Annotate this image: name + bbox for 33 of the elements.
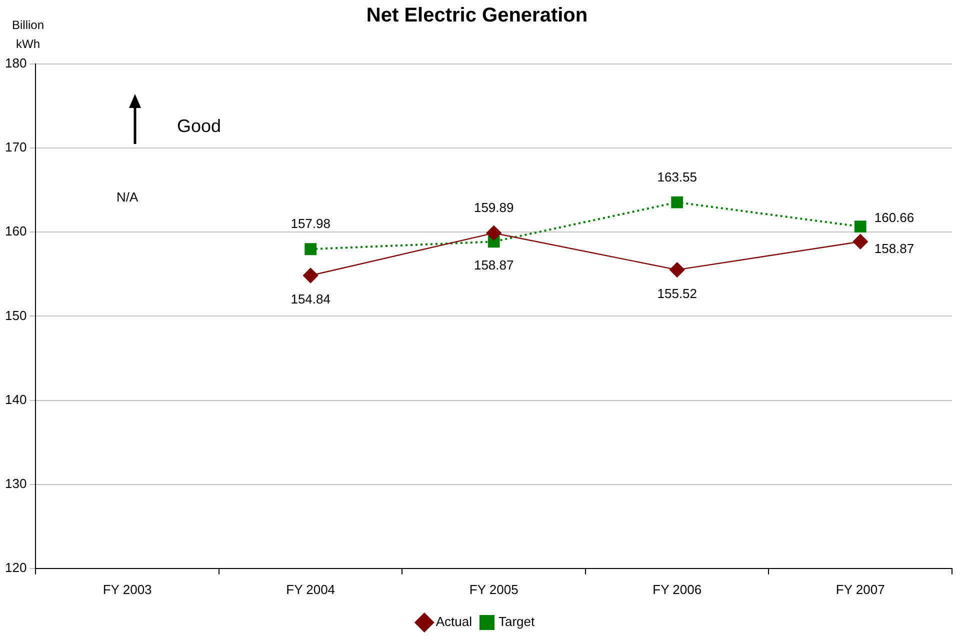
annotation: Good <box>177 116 222 136</box>
legend-label: Actual <box>436 614 472 630</box>
y-axis-title: Billion kWh <box>10 17 45 53</box>
x-tick-label: FY 2005 <box>469 582 518 597</box>
data-label: 157.98 <box>290 216 330 232</box>
y-tick-label: 130 <box>4 476 27 491</box>
data-label: 158.87 <box>874 241 914 256</box>
point <box>304 243 317 256</box>
data-label: 163.55 <box>657 169 697 184</box>
x-tick-label: FY 2007 <box>836 582 885 597</box>
annotation: N/A <box>116 190 138 205</box>
point <box>671 196 684 208</box>
x-tick-label: FY 2004 <box>286 582 336 597</box>
y-tick-label: 150 <box>4 308 27 323</box>
x-tick-label: FY 2003 <box>102 582 152 597</box>
y-tick-label: 180 <box>4 56 27 71</box>
point <box>852 234 868 250</box>
y-tick-label: 140 <box>4 392 27 407</box>
chart-title: Net Electric Generation <box>366 4 588 27</box>
point <box>302 268 318 284</box>
point <box>670 262 685 278</box>
y-tick-label: 160 <box>4 224 27 239</box>
data-label: 154.84 <box>290 292 330 307</box>
y-tick-label: 120 <box>4 560 27 575</box>
data-label: 158.87 <box>474 258 514 273</box>
legend-label: Target <box>498 614 536 630</box>
data-label: 155.52 <box>657 286 697 301</box>
point <box>486 225 502 241</box>
data-label: 160.66 <box>874 210 914 226</box>
y-tick-label: 170 <box>4 140 27 155</box>
x-tick-label: FY 2006 <box>652 582 702 597</box>
data-label: 159.89 <box>474 200 514 216</box>
point <box>854 220 866 233</box>
